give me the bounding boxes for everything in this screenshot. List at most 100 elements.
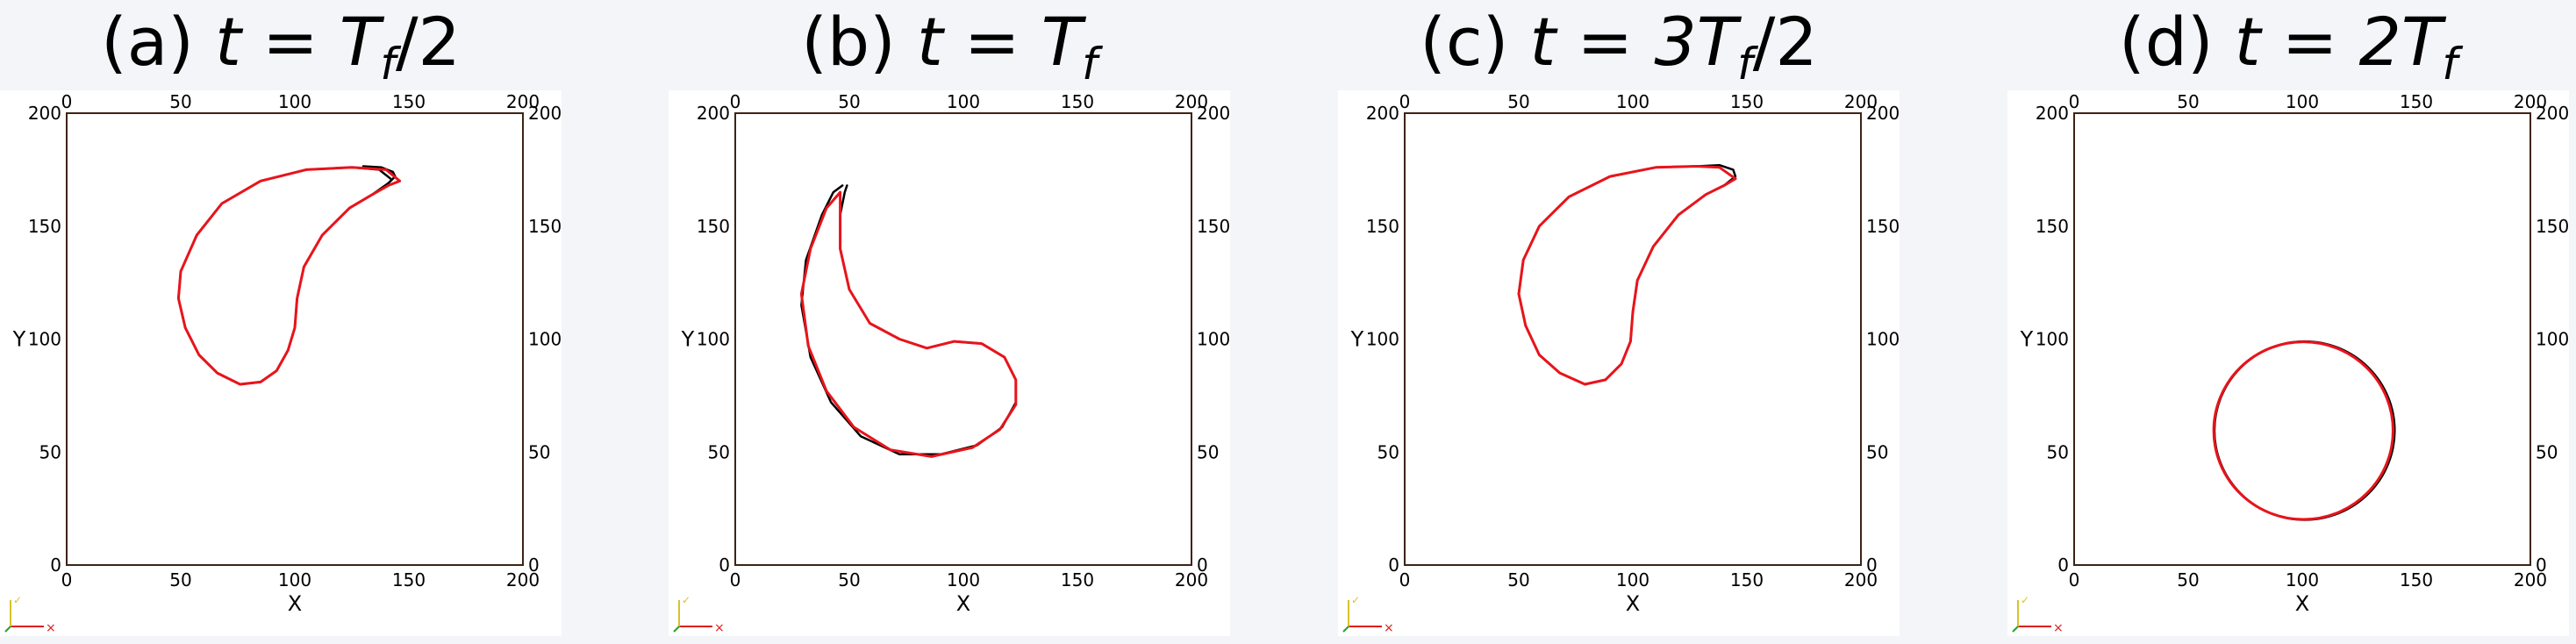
title-expression: t = 2T (2234, 3, 2443, 81)
title-subscript: f (380, 39, 396, 90)
y-tick-label-right: 0 (1866, 555, 1878, 576)
y-tick-label-left: 150 (2036, 216, 2069, 237)
orientation-z-arrow (4, 626, 11, 633)
y-tick-label-left: 200 (2036, 103, 2069, 124)
x-tick-label-bottom: 200 (2514, 569, 2547, 590)
x-tick-label-bottom: 150 (392, 569, 426, 590)
plot-frame (734, 112, 1192, 566)
y-tick-label-right: 200 (1197, 103, 1230, 124)
x-tick-label-bottom: 100 (1616, 569, 1649, 590)
x-tick-label-bottom: 50 (838, 569, 860, 590)
x-tick-label-bottom: 200 (1175, 569, 1208, 590)
chart-title: (a) t = Tf/2 (0, 0, 562, 89)
title-expression: t = T (215, 3, 381, 81)
y-tick-label-right: 100 (2536, 329, 2569, 350)
y-tick-label-right: 50 (528, 441, 550, 462)
y-tick-label-left: 0 (2057, 555, 2069, 576)
y-tick-label-left: 50 (2047, 441, 2069, 462)
y-tick-label-left: 150 (697, 216, 730, 237)
y-tick-label-right: 50 (1197, 441, 1219, 462)
y-tick-label-left: 100 (1366, 329, 1399, 350)
y-tick-label-right: 50 (1866, 441, 1888, 462)
orientation-z-arrow (1342, 626, 1349, 633)
x-tick-label-bottom: 100 (278, 569, 311, 590)
y-tick-label-left: 200 (697, 103, 730, 124)
title-suffix: /2 (395, 3, 461, 81)
y-tick-label-left: 50 (1377, 441, 1399, 462)
x-tick-label-top: 0 (1399, 91, 1411, 112)
orientation-x-icon: × (714, 621, 725, 635)
x-tick-label-bottom: 0 (1399, 569, 1411, 590)
plot-frame (1404, 112, 1862, 566)
plot-frame (66, 112, 524, 566)
y-tick-label-right: 0 (1197, 555, 1208, 576)
y-axis-label: Y (681, 327, 695, 352)
x-tick-label-bottom: 150 (1061, 569, 1094, 590)
x-tick-label-top: 50 (838, 91, 860, 112)
y-tick-label-right: 200 (528, 103, 562, 124)
x-tick-label-bottom: 0 (730, 569, 741, 590)
title-prefix: (c) (1420, 3, 1509, 81)
y-tick-label-right: 150 (1197, 216, 1230, 237)
y-tick-label-right: 0 (2536, 555, 2547, 576)
y-tick-label-left: 100 (2036, 329, 2069, 350)
title-prefix: (b) (801, 3, 896, 81)
chart-title: (b) t = Tf (669, 0, 1230, 89)
y-axis-label: Y (2020, 327, 2034, 352)
title-suffix: /2 (1752, 3, 1818, 81)
y-tick-label-left: 100 (697, 329, 730, 350)
y-tick-label-left: 0 (719, 555, 730, 576)
orientation-y-icon: ✓ (2021, 594, 2029, 606)
x-tick-label-top: 200 (2514, 91, 2547, 112)
y-tick-label-left: 150 (28, 216, 61, 237)
y-tick-label-right: 100 (1866, 329, 1900, 350)
title-expression: t = T (916, 3, 1083, 81)
x-tick-label-bottom: 0 (2069, 569, 2080, 590)
x-tick-label-top: 200 (506, 91, 540, 112)
panel-c: (c) t = 3Tf/2 0 0 50 50 100 100 150 150 200 200 0 0… (1338, 0, 1900, 644)
x-tick-label-top: 50 (2177, 91, 2199, 112)
y-tick-label-right: 100 (1197, 329, 1230, 350)
x-tick-label-top: 200 (1844, 91, 1878, 112)
y-tick-label-left: 100 (28, 329, 61, 350)
orientation-x-icon: × (2053, 621, 2064, 635)
x-tick-label-top: 0 (2069, 91, 2080, 112)
x-tick-label-top: 150 (1061, 91, 1094, 112)
y-tick-label-left: 50 (39, 441, 61, 462)
y-tick-label-left: 0 (1388, 555, 1399, 576)
x-tick-label-top: 100 (278, 91, 311, 112)
chart-title: (d) t = 2Tf (2007, 0, 2569, 89)
panel-b: (b) t = Tf 0 0 50 50 100 100 150 150 200 200 0 0 50 5… (669, 0, 1230, 644)
y-tick-label-left: 200 (28, 103, 61, 124)
y-tick-label-left: 0 (50, 555, 61, 576)
x-tick-label-bottom: 150 (2400, 569, 2433, 590)
title-expression: t = 3T (1529, 3, 1738, 81)
y-axis-label: Y (12, 327, 26, 352)
x-axis-label: X (2295, 591, 2309, 616)
title-subscript: f (1737, 39, 1753, 90)
y-tick-label-right: 150 (2536, 216, 2569, 237)
y-tick-label-right: 50 (2536, 441, 2558, 462)
y-tick-label-right: 150 (528, 216, 562, 237)
orientation-y-icon: ✓ (1351, 594, 1360, 606)
orientation-y-icon: ✓ (682, 594, 691, 606)
orientation-y-icon: ✓ (13, 594, 22, 606)
x-axis-label: X (288, 591, 302, 616)
title-subscript: f (2442, 39, 2458, 90)
x-tick-label-bottom: 200 (1844, 569, 1878, 590)
computed-interface-line (1517, 165, 1737, 386)
x-tick-label-top: 100 (947, 91, 980, 112)
title-prefix: (a) (101, 3, 194, 81)
y-tick-label-right: 0 (528, 555, 540, 576)
orientation-x-icon: × (46, 621, 56, 635)
orientation-x-icon: × (1384, 621, 1394, 635)
x-axis-label: X (1626, 591, 1640, 616)
x-tick-label-top: 150 (1730, 91, 1764, 112)
orientation-z-arrow (673, 626, 680, 633)
x-tick-label-top: 50 (1507, 91, 1529, 112)
x-tick-label-top: 0 (730, 91, 741, 112)
